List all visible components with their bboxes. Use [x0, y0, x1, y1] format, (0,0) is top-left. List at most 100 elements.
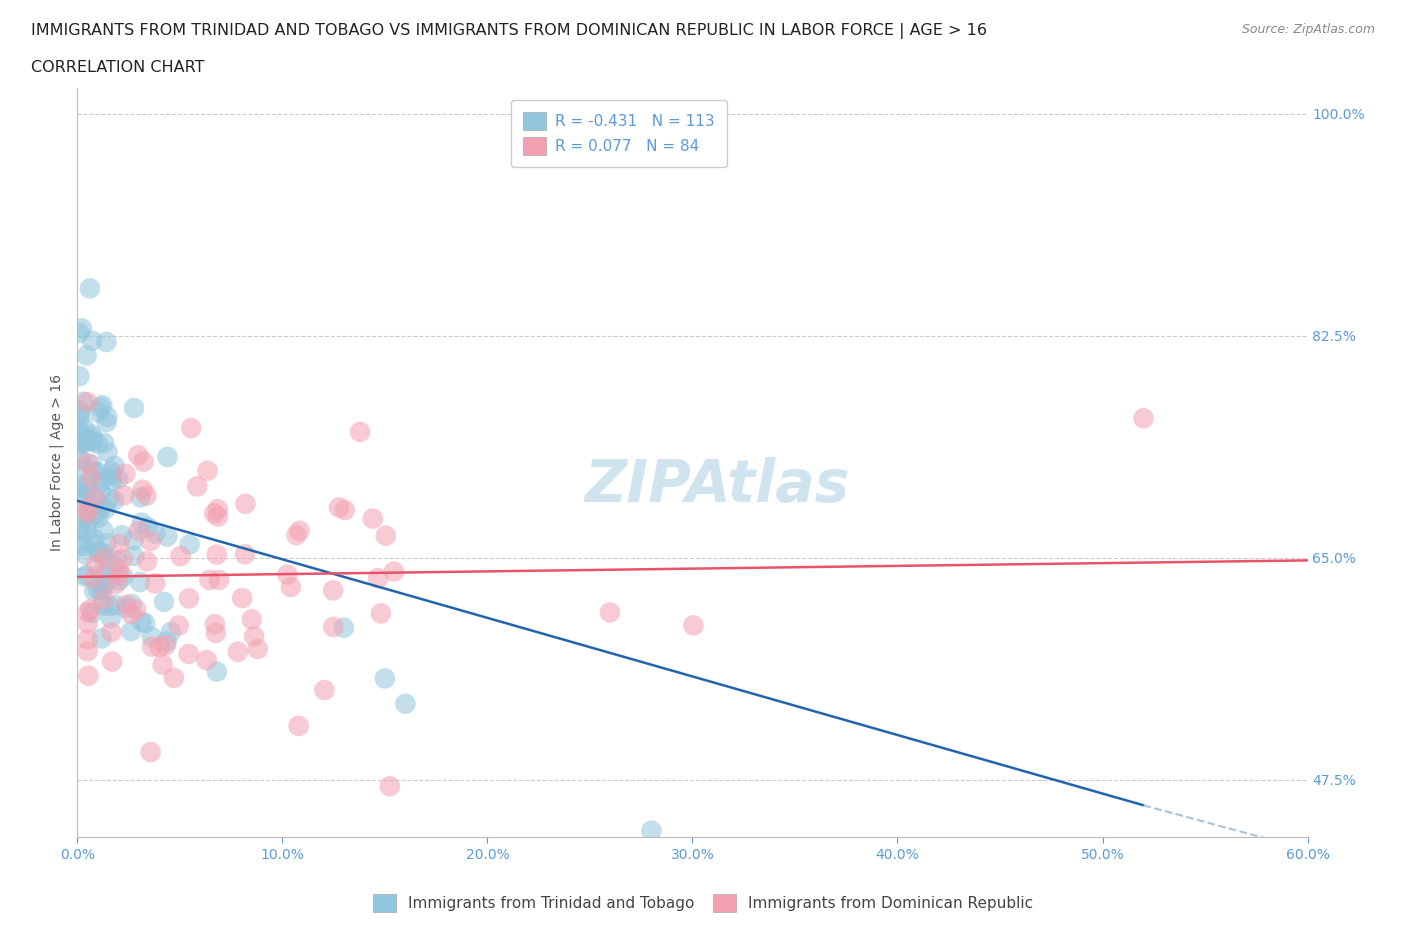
Point [76, 456, 98, 471]
Point [378, 778, 401, 793]
Y-axis label: In Labor Force | Age > 16: In Labor Force | Age > 16 [49, 374, 65, 551]
Point [67, 480, 90, 495]
Point [107, 562, 129, 577]
Point [152, 658, 174, 672]
Point [100, 610, 122, 625]
Point [100, 468, 122, 483]
Point [89, 545, 111, 560]
Point [156, 449, 179, 464]
Point [333, 502, 356, 517]
Point [93, 435, 115, 450]
Point [205, 547, 228, 562]
Point [67, 412, 90, 427]
Point [285, 527, 308, 542]
Point [91, 598, 114, 613]
Point [207, 509, 229, 524]
Point [87, 511, 110, 525]
Point [202, 506, 225, 521]
Point [131, 515, 153, 530]
Text: CORRELATION CHART: CORRELATION CHART [31, 60, 204, 75]
Point [314, 683, 336, 698]
Point [128, 524, 150, 538]
Point [70, 524, 93, 538]
Point [370, 606, 392, 621]
Point [82, 508, 104, 523]
Point [246, 642, 269, 657]
Point [75, 548, 97, 563]
Legend: R = -0.431   N = 113, R = 0.077   N = 84: R = -0.431 N = 113, R = 0.077 N = 84 [510, 100, 727, 167]
Point [98, 554, 121, 569]
Point [382, 565, 405, 579]
Point [155, 638, 177, 653]
Point [132, 454, 155, 469]
Point [131, 483, 153, 498]
Point [80, 535, 103, 550]
Point [69, 404, 91, 418]
Point [287, 719, 309, 734]
Point [80, 457, 103, 472]
Point [75, 479, 97, 494]
Point [83, 584, 105, 599]
Point [89, 566, 111, 581]
Point [121, 596, 143, 611]
Point [115, 601, 138, 616]
Point [79, 501, 101, 516]
Point [93, 591, 115, 606]
Point [69, 520, 91, 535]
Point [72, 459, 94, 474]
Point [103, 493, 125, 508]
Point [115, 597, 138, 612]
Point [243, 629, 266, 644]
Point [114, 466, 136, 481]
Point [143, 576, 166, 591]
Point [204, 617, 226, 631]
Point [169, 549, 191, 564]
Point [100, 625, 122, 640]
Point [226, 644, 249, 659]
Legend: Immigrants from Trinidad and Tobago, Immigrants from Dominican Republic: Immigrants from Trinidad and Tobago, Imm… [367, 888, 1039, 918]
Point [73, 435, 96, 450]
Point [108, 537, 131, 551]
Point [89, 503, 111, 518]
Point [73, 420, 96, 435]
Point [86, 436, 108, 451]
Point [120, 606, 142, 621]
Point [101, 654, 124, 669]
Point [96, 409, 118, 424]
Point [96, 576, 118, 591]
Point [671, 848, 693, 863]
Point [76, 644, 98, 658]
Point [96, 415, 118, 430]
Point [149, 640, 172, 655]
Point [98, 491, 121, 506]
Point [69, 454, 91, 469]
Point [135, 554, 157, 569]
Point [89, 475, 111, 490]
Point [208, 573, 231, 588]
Point [91, 398, 114, 413]
Point [367, 571, 389, 586]
Point [328, 500, 350, 515]
Point [87, 544, 110, 559]
Point [76, 501, 98, 516]
Point [280, 579, 302, 594]
Point [134, 616, 156, 631]
Point [129, 490, 152, 505]
Point [73, 569, 96, 584]
Point [93, 551, 115, 565]
Point [177, 646, 200, 661]
Point [89, 400, 111, 415]
Point [80, 430, 103, 445]
Point [682, 618, 704, 632]
Point [67, 424, 90, 439]
Point [67, 538, 90, 552]
Point [76, 524, 98, 538]
Point [87, 405, 110, 420]
Point [67, 439, 90, 454]
Point [91, 545, 114, 560]
Point [125, 602, 148, 617]
Point [156, 529, 179, 544]
Point [96, 565, 118, 580]
Point [79, 602, 101, 617]
Point [67, 434, 90, 449]
